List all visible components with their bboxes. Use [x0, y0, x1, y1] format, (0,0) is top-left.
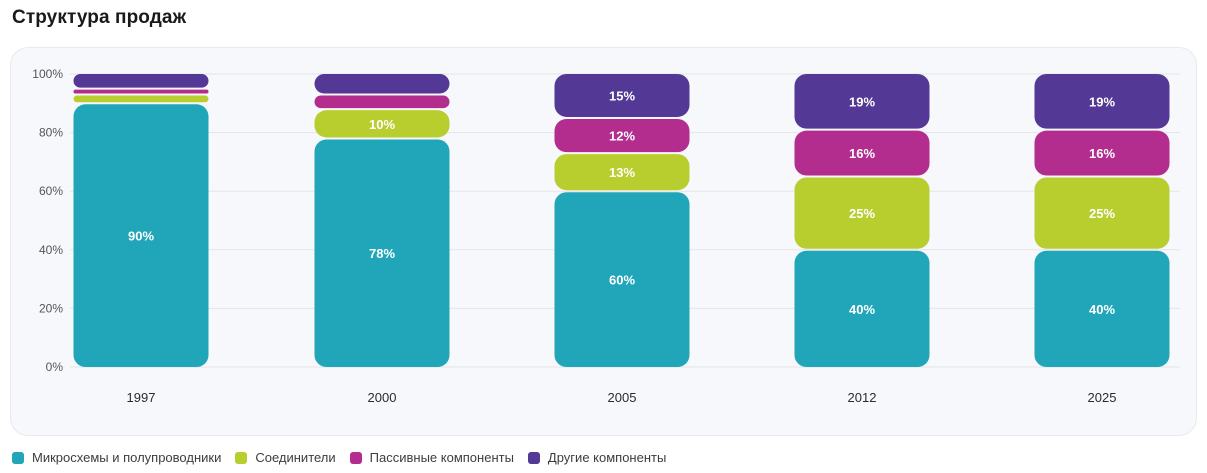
bar-segment: [554, 74, 690, 117]
bar-segment: [794, 177, 930, 249]
bar-segment: [554, 192, 690, 367]
data-label: 40%: [1089, 302, 1115, 317]
x-tick-label: 2000: [368, 390, 397, 405]
data-label: 25%: [1089, 206, 1115, 221]
bar-segment: [314, 74, 450, 94]
bar-segment: [73, 95, 209, 103]
data-label: 16%: [849, 146, 875, 161]
legend-label: Микросхемы и полупроводники: [32, 450, 222, 465]
data-label: 10%: [369, 117, 395, 132]
legend-item: Микросхемы и полупроводники: [12, 450, 221, 465]
bar-segment: [314, 110, 450, 138]
y-tick-label: 0%: [46, 360, 64, 374]
bar-segment: [314, 95, 450, 109]
x-tick-label: 2012: [848, 390, 877, 405]
page-title: Структура продаж: [12, 7, 187, 28]
y-tick-label: 20%: [39, 301, 63, 315]
y-tick-label: 100%: [32, 67, 63, 81]
bar-segment: [314, 139, 450, 367]
legend-label: Соединители: [255, 450, 336, 465]
legend-swatch: [235, 451, 248, 464]
bar-segment: [1034, 74, 1170, 129]
legend-item: Пассивные компоненты: [349, 450, 514, 465]
data-label: 25%: [849, 206, 875, 221]
stacked-bar-chart: 0% 20% 40% 60% 80% 100% 90% 1997 78% 10% 2000 60% 13…: [32, 67, 1180, 405]
chart-legend: Микросхемы и полупроводники Соединители Па…: [12, 450, 680, 465]
y-tick-label: 80%: [39, 126, 63, 140]
y-tick-label: 60%: [39, 184, 63, 198]
bar-segment: [1034, 250, 1170, 367]
data-label: 90%: [128, 229, 154, 244]
legend-swatch: [12, 451, 24, 464]
bar-segment: [1034, 130, 1170, 176]
bar-segment: [1034, 177, 1170, 249]
legend-label: Другие компоненты: [547, 450, 667, 465]
x-tick-label: 2005: [608, 390, 637, 405]
legend-swatch: [527, 451, 540, 464]
x-tick-label: 2025: [1088, 390, 1117, 405]
data-label: 19%: [1089, 94, 1115, 109]
bar-segment: [554, 118, 690, 153]
legend-item: Соединители: [235, 450, 336, 465]
legend-label: Пассивные компоненты: [369, 450, 514, 465]
data-label: 13%: [609, 165, 635, 180]
data-label: 16%: [1089, 146, 1115, 161]
bar-segment: [73, 74, 209, 88]
bar-segment: [794, 74, 930, 129]
x-tick-label: 1997: [127, 390, 156, 405]
bar-segment: [794, 250, 930, 367]
bar-segment: [554, 154, 690, 191]
legend-item: Другие компоненты: [527, 450, 667, 465]
data-label: 19%: [849, 94, 875, 109]
bar-segment: [73, 104, 209, 368]
bar-segment: [794, 130, 930, 176]
data-label: 40%: [849, 302, 875, 317]
data-label: 78%: [369, 246, 395, 261]
data-label: 15%: [609, 88, 635, 103]
bar-segment: [73, 89, 209, 94]
y-tick-label: 40%: [39, 243, 63, 257]
data-label: 12%: [609, 129, 635, 144]
data-label: 60%: [609, 273, 635, 288]
legend-swatch: [349, 451, 362, 464]
